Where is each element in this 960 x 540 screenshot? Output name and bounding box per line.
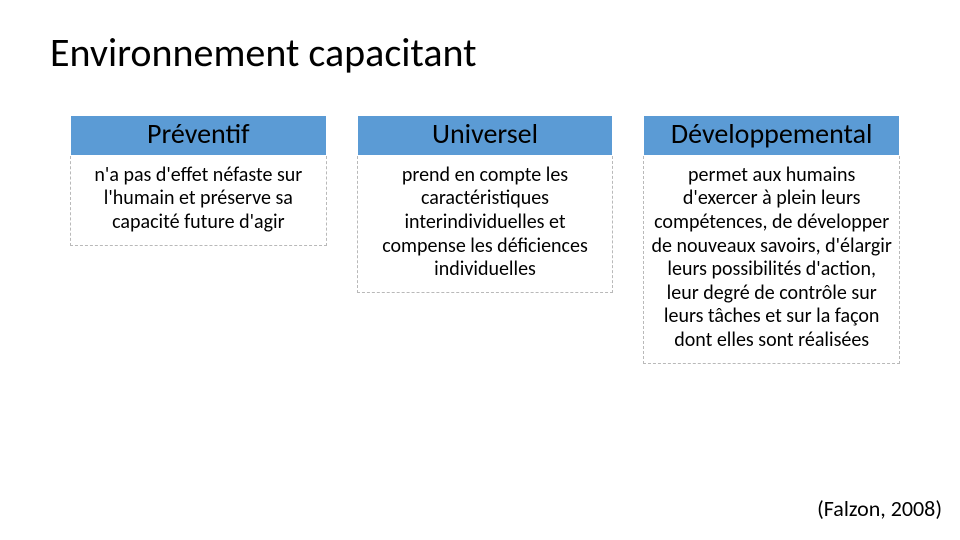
column-universel: Universel prend en compte les caractéris… bbox=[357, 115, 614, 364]
column-body: prend en compte les caractéristiques int… bbox=[357, 156, 614, 293]
columns-container: Préventif n'a pas d'effet néfaste sur l'… bbox=[50, 115, 920, 364]
column-header: Préventif bbox=[70, 115, 327, 156]
column-body: permet aux humains d'exercer à plein leu… bbox=[643, 156, 900, 364]
column-body: n'a pas d'effet néfaste sur l'humain et … bbox=[70, 156, 327, 246]
column-header: Développemental bbox=[643, 115, 900, 156]
column-developpemental: Développemental permet aux humains d'exe… bbox=[643, 115, 900, 364]
column-header: Universel bbox=[357, 115, 614, 156]
citation: (Falzon, 2008) bbox=[817, 495, 942, 522]
slide: Environnement capacitant Préventif n'a p… bbox=[0, 0, 960, 540]
slide-title: Environnement capacitant bbox=[50, 28, 920, 77]
column-preventif: Préventif n'a pas d'effet néfaste sur l'… bbox=[70, 115, 327, 364]
